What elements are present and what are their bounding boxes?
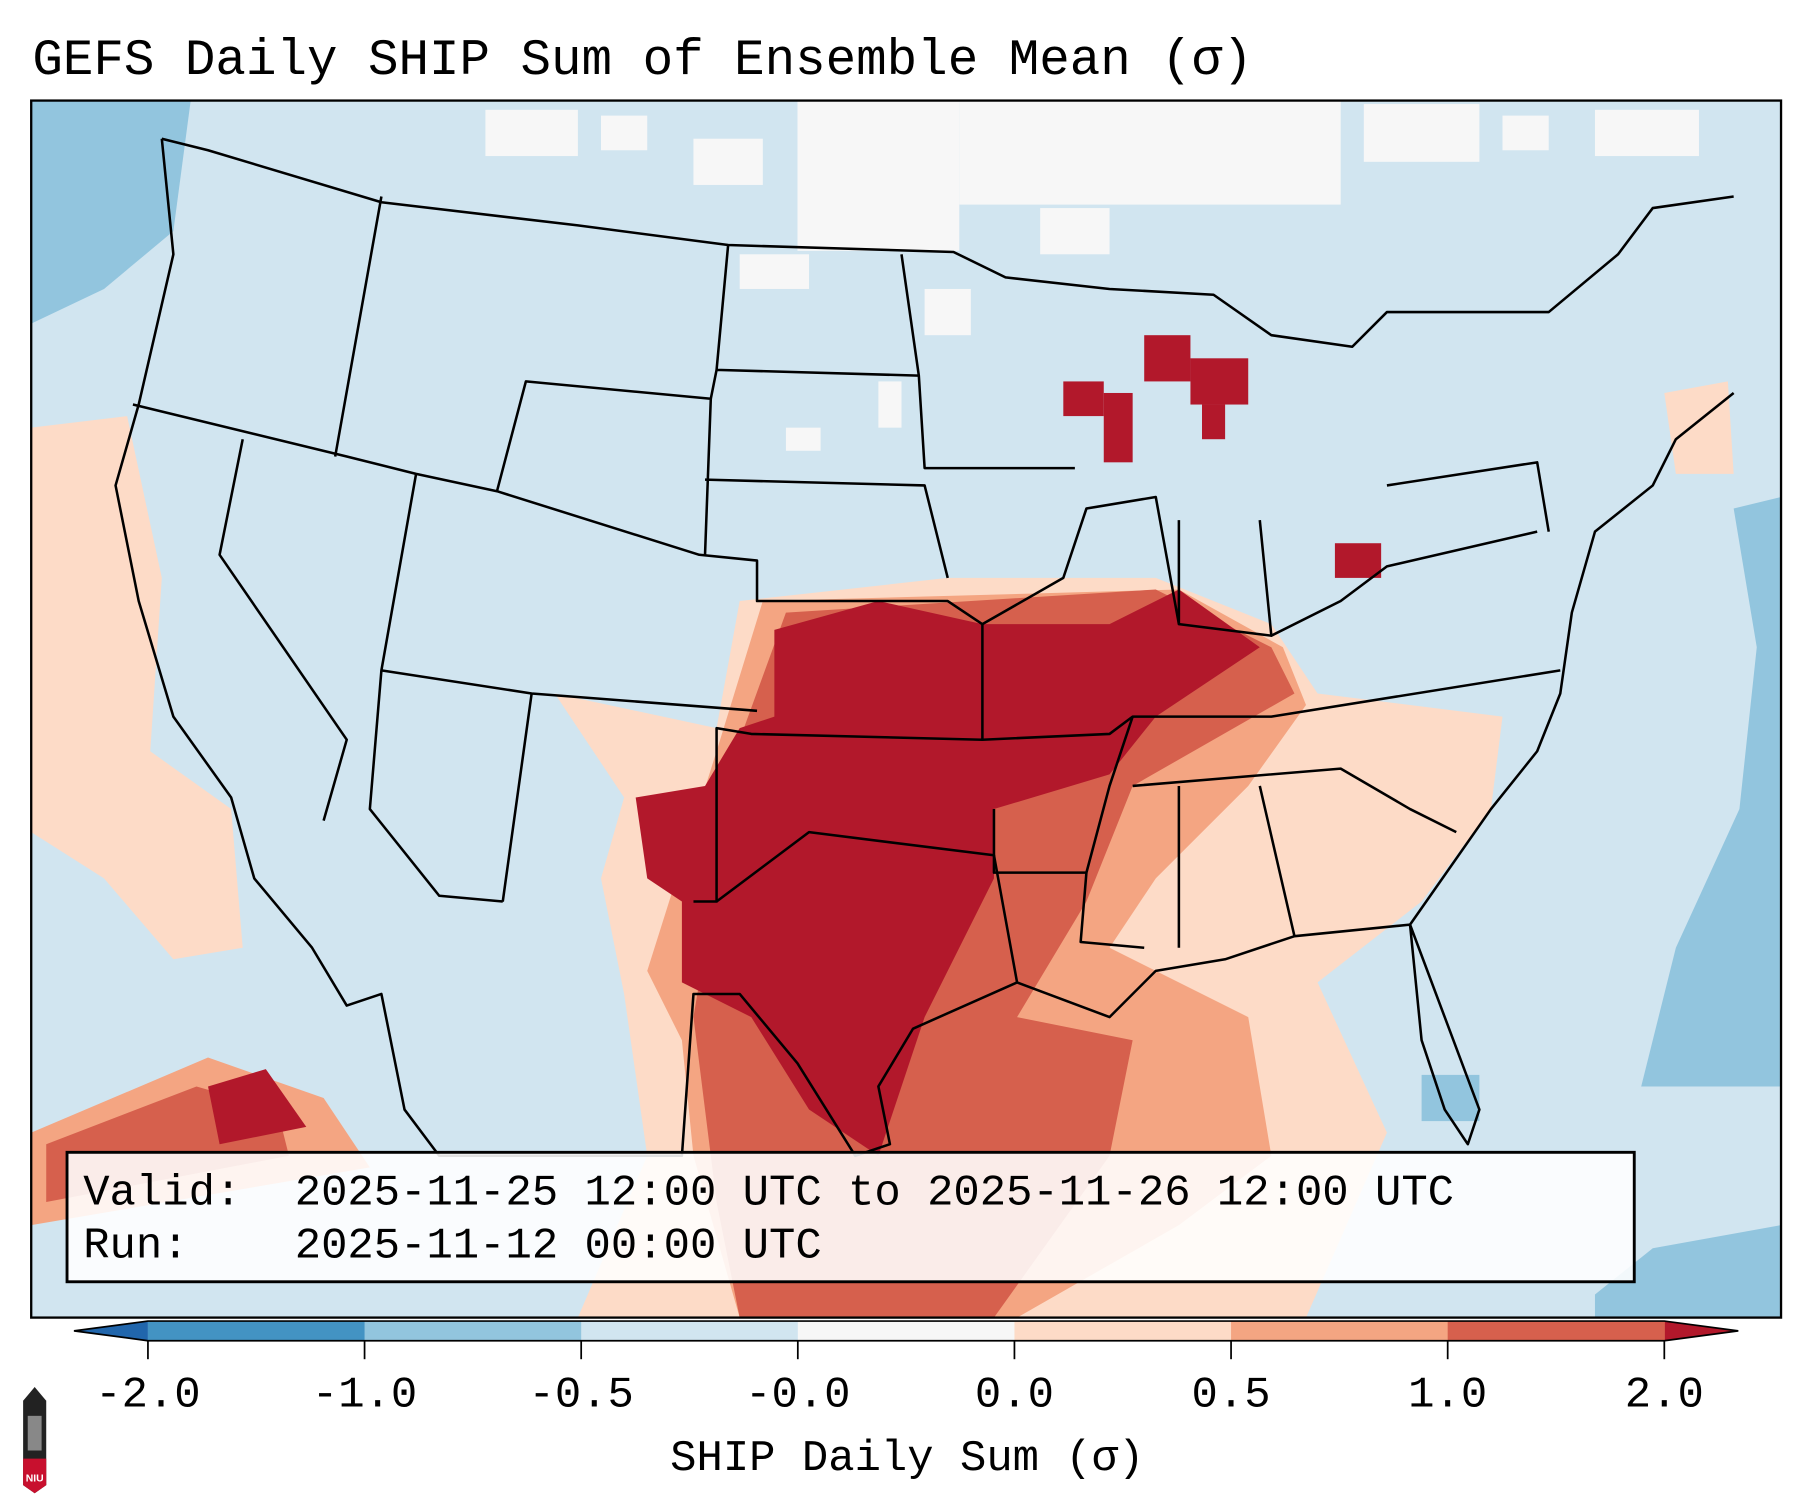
colorbar-tick-label: 2.0 [1625,1371,1704,1421]
colorbar-bin [797,1321,1016,1341]
colorbar-tick-label: 0.5 [1192,1371,1271,1421]
valid-value: 2025-11-25 12:00 UTC to 2025-11-26 12:00… [295,1168,1454,1218]
positive-region-central4 [635,589,1260,1156]
valid-label: Valid: [83,1168,241,1218]
colorbar-tick-label: -1.0 [312,1371,417,1421]
colorbar-bin [1231,1321,1449,1341]
negative-region-nw [31,100,191,324]
colorbar-label: SHIP Daily Sum (σ) [670,1434,1144,1484]
map-frame [30,99,1783,1319]
negative-region-atlantic [1641,496,1782,1087]
run-label: Run: [83,1221,188,1271]
negative-region-florida [1421,1074,1480,1122]
colorbar: -2.0 -1.0 -0.5 -0.0 0.0 0.5 1.0 2.0 [73,1320,1739,1421]
positive-region-newengland [1664,381,1734,474]
positive-region-pacific [31,416,243,960]
colorbar-bin [147,1321,366,1341]
colorbar-tick-label: -0.5 [528,1371,633,1421]
colorbar-bin [581,1321,799,1341]
colorbar-tick-label: 0.0 [975,1371,1054,1421]
near-zero-cells [485,100,1699,451]
colorbar-extend-max [1664,1321,1739,1341]
colorbar-extend-min [73,1321,148,1341]
colorbar-bin [1447,1321,1665,1341]
boundaries [114,137,1735,1158]
svg-text:Run:2025-11-12 00:00 UTC: Run: 2025-11-12 00:00 UTC [83,1221,821,1271]
positive-region-sw3 [208,1069,307,1145]
run-value: 2025-11-12 00:00 UTC [295,1221,822,1271]
chart-title: GEFS Daily SHIP Sum of Ensemble Mean (σ) [32,33,1252,90]
colorbar-tick-label: -2.0 [95,1371,200,1421]
svg-text:Valid:2025-11-25 12:00 UTC to: Valid: 2025-11-25 12:00 UTC to 2025-11-26… [83,1168,1454,1218]
info-box: Valid: 2025-11-25 12:00 UTC to 2025-11-26… [65,1150,1636,1284]
logo-text: NIU [26,1474,44,1485]
map-panel [31,100,1782,1318]
colorbar-bin [1014,1321,1232,1341]
colorbar-tick-label: -0.0 [745,1371,850,1421]
niu-logo: NIU [23,1386,47,1494]
positive-region-greatlakes [1063,335,1382,578]
negative-region-caribbean [1594,1225,1782,1318]
colorbar-tick-label: 1.0 [1408,1371,1487,1421]
colorbar-bin [364,1321,582,1341]
